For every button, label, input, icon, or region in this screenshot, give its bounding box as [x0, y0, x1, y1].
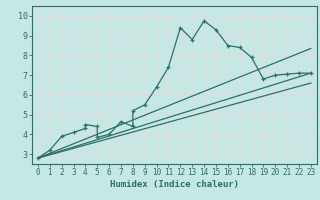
- X-axis label: Humidex (Indice chaleur): Humidex (Indice chaleur): [110, 180, 239, 189]
